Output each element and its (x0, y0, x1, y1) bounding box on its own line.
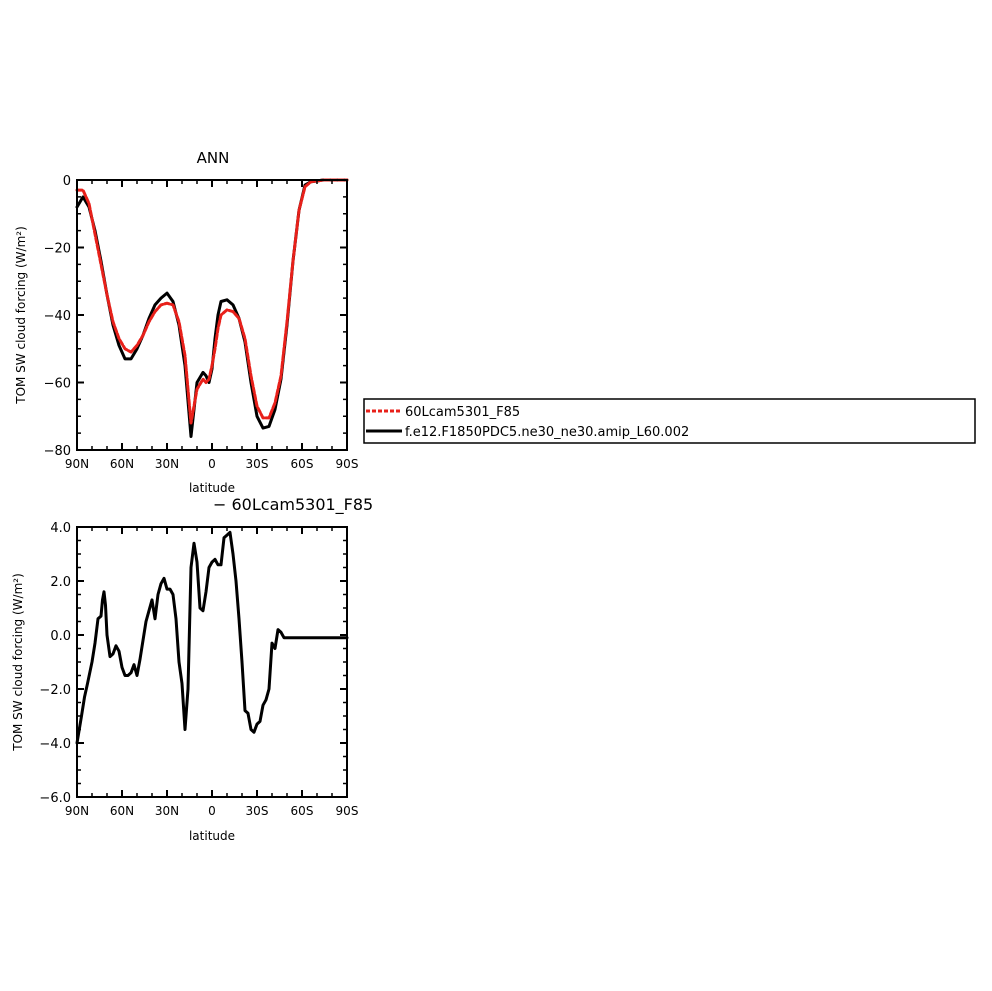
x-tick-label: 90S (336, 457, 359, 471)
y-tick-label: −4.0 (39, 737, 71, 752)
top-chart-plot-frame (76, 179, 348, 451)
bottom-chart-title: − 60Lcam5301_F85 (213, 495, 373, 515)
y-tick-label: −60 (44, 377, 71, 392)
x-tick-label: 60S (291, 804, 314, 818)
bottom-chart: − 60Lcam5301_F85 TOM SW cloud forcing (W… (11, 495, 373, 843)
legend-label-1: 60Lcam5301_F85 (405, 405, 520, 420)
x-tick-label: 0 (208, 457, 216, 471)
x-tick-label: 90S (336, 804, 359, 818)
x-tick-label: 30N (155, 457, 179, 471)
x-tick-label: 90N (65, 457, 89, 471)
legend-label-2: f.e12.F1850PDC5.ne30_ne30.amip_L60.002 (405, 425, 689, 440)
x-tick-label: 60N (110, 804, 134, 818)
x-tick-label: 90N (65, 804, 89, 818)
series-line-1 (75, 178, 349, 438)
y-tick-label: 4.0 (50, 521, 71, 536)
legend: 60Lcam5301_F85 f.e12.F1850PDC5.ne30_ne30… (363, 398, 976, 444)
bottom-chart-x-axis-label: latitude (189, 829, 235, 843)
x-tick-label: 30S (246, 804, 269, 818)
top-chart-title: ANN (197, 149, 230, 167)
x-tick-label: 30N (155, 804, 179, 818)
bottom-chart-y-axis-label: TOM SW cloud forcing (W/m²) (11, 573, 25, 752)
x-tick-label: 60S (291, 457, 314, 471)
top-chart-y-axis-label: TOM SW cloud forcing (W/m²) (14, 226, 28, 405)
series-line-0 (75, 530, 349, 745)
x-tick-label: 0 (208, 804, 216, 818)
top-chart: ANN TOM SW cloud forcing (W/m²) latitude… (14, 149, 358, 495)
y-tick-label: 2.0 (50, 575, 71, 590)
x-tick-label: 60N (110, 457, 134, 471)
y-tick-label: −80 (44, 444, 71, 459)
y-tick-label: −40 (44, 309, 71, 324)
y-tick-label: −2.0 (39, 683, 71, 698)
top-chart-x-axis-label: latitude (189, 481, 235, 495)
bottom-chart-plot-frame (76, 526, 348, 798)
x-tick-label: 30S (246, 457, 269, 471)
y-tick-label: 0.0 (50, 629, 71, 644)
y-tick-label: −6.0 (39, 791, 71, 806)
series-line-0 (75, 178, 349, 425)
y-tick-label: −20 (44, 242, 71, 257)
y-tick-label: 0 (63, 174, 71, 189)
legend-box (363, 398, 976, 444)
